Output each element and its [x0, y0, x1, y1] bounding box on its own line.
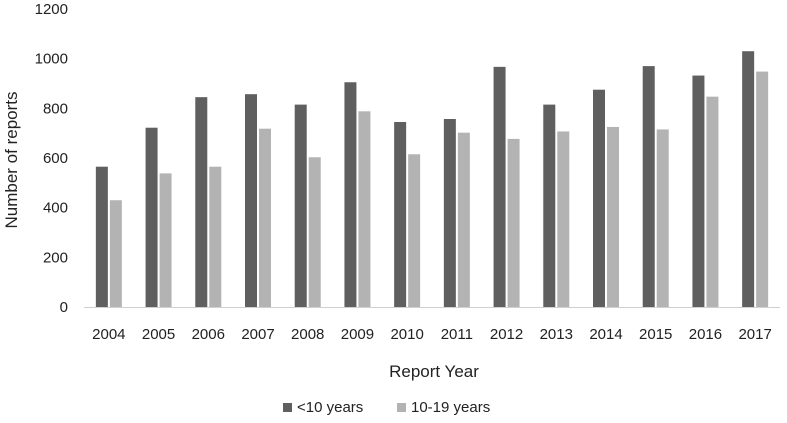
bar — [344, 82, 357, 307]
x-tick-label: 2012 — [490, 326, 523, 343]
y-tick-label: 600 — [43, 150, 68, 167]
x-tick-label: 2017 — [738, 326, 771, 343]
x-axis-ticks: 2004 2005 2006 2007 2008 2009 2010 2011 2012 2013… — [92, 326, 772, 343]
bar — [209, 166, 222, 307]
bar — [507, 138, 520, 307]
bar — [245, 94, 257, 307]
x-tick-label: 2009 — [341, 326, 374, 343]
x-tick-label: 2010 — [390, 326, 423, 343]
legend-label: 10-19 years — [411, 399, 490, 416]
x-tick-label: 2014 — [589, 326, 622, 343]
x-tick-label: 2013 — [540, 326, 573, 343]
x-tick-label: 2004 — [92, 326, 125, 343]
x-axis-title: Report Year — [389, 362, 479, 381]
legend: <10 years 10-19 years — [283, 399, 490, 416]
bar — [259, 128, 271, 307]
y-tick-label: 400 — [43, 200, 68, 217]
bars — [95, 51, 769, 308]
legend-swatch — [397, 403, 406, 412]
bar — [493, 66, 506, 307]
bar — [557, 131, 570, 307]
bar — [308, 157, 321, 307]
y-tick-label: 1200 — [35, 1, 68, 18]
bar — [394, 121, 407, 307]
bar — [706, 96, 719, 307]
x-tick-label: 2016 — [689, 326, 722, 343]
bar — [195, 97, 208, 308]
bar — [358, 111, 371, 308]
bar — [95, 166, 108, 307]
y-tick-label: 1000 — [35, 51, 68, 68]
y-tick-label: 800 — [43, 100, 68, 117]
y-axis-title: Number of reports — [2, 92, 21, 229]
x-tick-label: 2006 — [192, 326, 225, 343]
bar — [543, 104, 556, 307]
bar — [457, 132, 470, 307]
legend-swatch — [283, 403, 292, 412]
legend-label: <10 years — [297, 399, 363, 416]
bar — [408, 154, 421, 307]
x-tick-label: 2015 — [639, 326, 672, 343]
bar — [294, 104, 307, 307]
y-axis-ticks: 0 200 400 600 800 1000 1200 — [35, 1, 68, 316]
bar — [742, 51, 755, 307]
bar — [159, 173, 172, 307]
bar — [756, 71, 769, 307]
bar — [443, 119, 456, 308]
y-tick-label: 0 — [60, 299, 68, 316]
bar — [593, 89, 605, 307]
y-tick-label: 200 — [43, 249, 68, 266]
bar — [607, 126, 619, 307]
x-tick-label: 2008 — [291, 326, 324, 343]
bar — [145, 127, 158, 307]
x-tick-label: 2011 — [441, 326, 473, 343]
x-tick-label: 2007 — [241, 326, 274, 343]
bar — [692, 75, 705, 307]
bar — [642, 66, 655, 307]
bar — [109, 200, 122, 307]
bar — [656, 129, 669, 307]
x-tick-label: 2005 — [142, 326, 175, 343]
